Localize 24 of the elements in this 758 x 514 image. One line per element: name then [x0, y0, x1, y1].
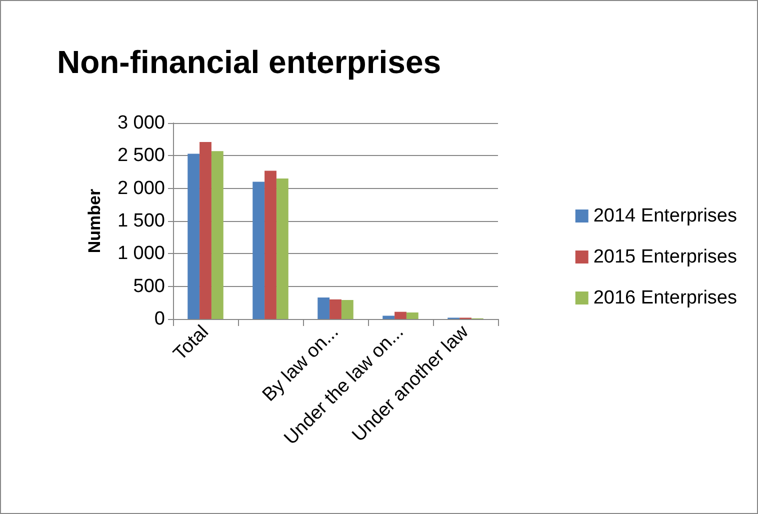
y-tick-label: 2 000 [117, 178, 165, 199]
bar [341, 300, 354, 319]
bar [211, 151, 224, 319]
y-tick-label: 1 500 [117, 210, 165, 232]
bar [252, 182, 265, 319]
bar [406, 312, 418, 319]
y-tick-label: 500 [133, 276, 165, 297]
bar [276, 178, 288, 319]
y-tick-label: 1 000 [117, 243, 165, 264]
chart-title: Non-financial enterprises [56, 44, 442, 80]
y-tick-label: 2 500 [117, 145, 165, 166]
bar [264, 170, 276, 319]
y-axis-title: Number [85, 188, 104, 254]
bar [200, 142, 212, 319]
bar [188, 154, 200, 319]
bar [318, 297, 330, 319]
legend-label: 2015 Enterprises [593, 246, 738, 268]
y-tick-label: 0 [154, 308, 165, 330]
bar [394, 312, 406, 319]
legend-label: 2014 Enterprises [593, 206, 738, 226]
bar [330, 299, 342, 319]
y-tick-label: 3 000 [117, 112, 165, 134]
legend-label: 2016 Enterprises [593, 288, 738, 308]
bar [382, 316, 395, 319]
